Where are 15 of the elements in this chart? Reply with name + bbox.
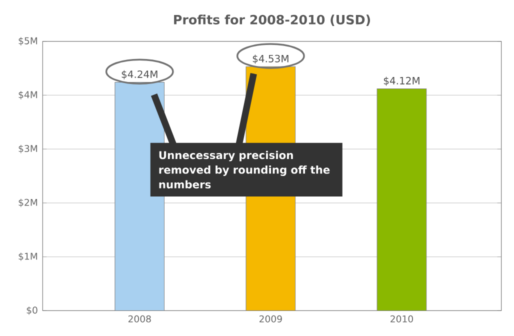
y-tick-label: $5M xyxy=(18,37,38,46)
y-tick-label: $4M xyxy=(18,90,38,100)
y-tick-label: $0 xyxy=(26,306,38,315)
data-label: $4.12M xyxy=(384,76,420,86)
x-tick-label: 2009 xyxy=(260,315,282,322)
data-label: $4.24M xyxy=(122,70,158,80)
x-tick-label: 2008 xyxy=(128,315,151,322)
y-tick-label: $2M xyxy=(18,198,38,208)
bar xyxy=(376,88,427,311)
chart-title: Profits for 2008-2010 (USD) xyxy=(174,14,370,26)
y-tick-label: $3M xyxy=(18,144,38,154)
annotation: Unnecessary precision removed by rounding off the numbers xyxy=(159,150,330,188)
data-label: $4.53M xyxy=(252,54,288,64)
y-tick-label: $1M xyxy=(18,252,38,262)
x-tick-label: 2010 xyxy=(390,315,413,322)
